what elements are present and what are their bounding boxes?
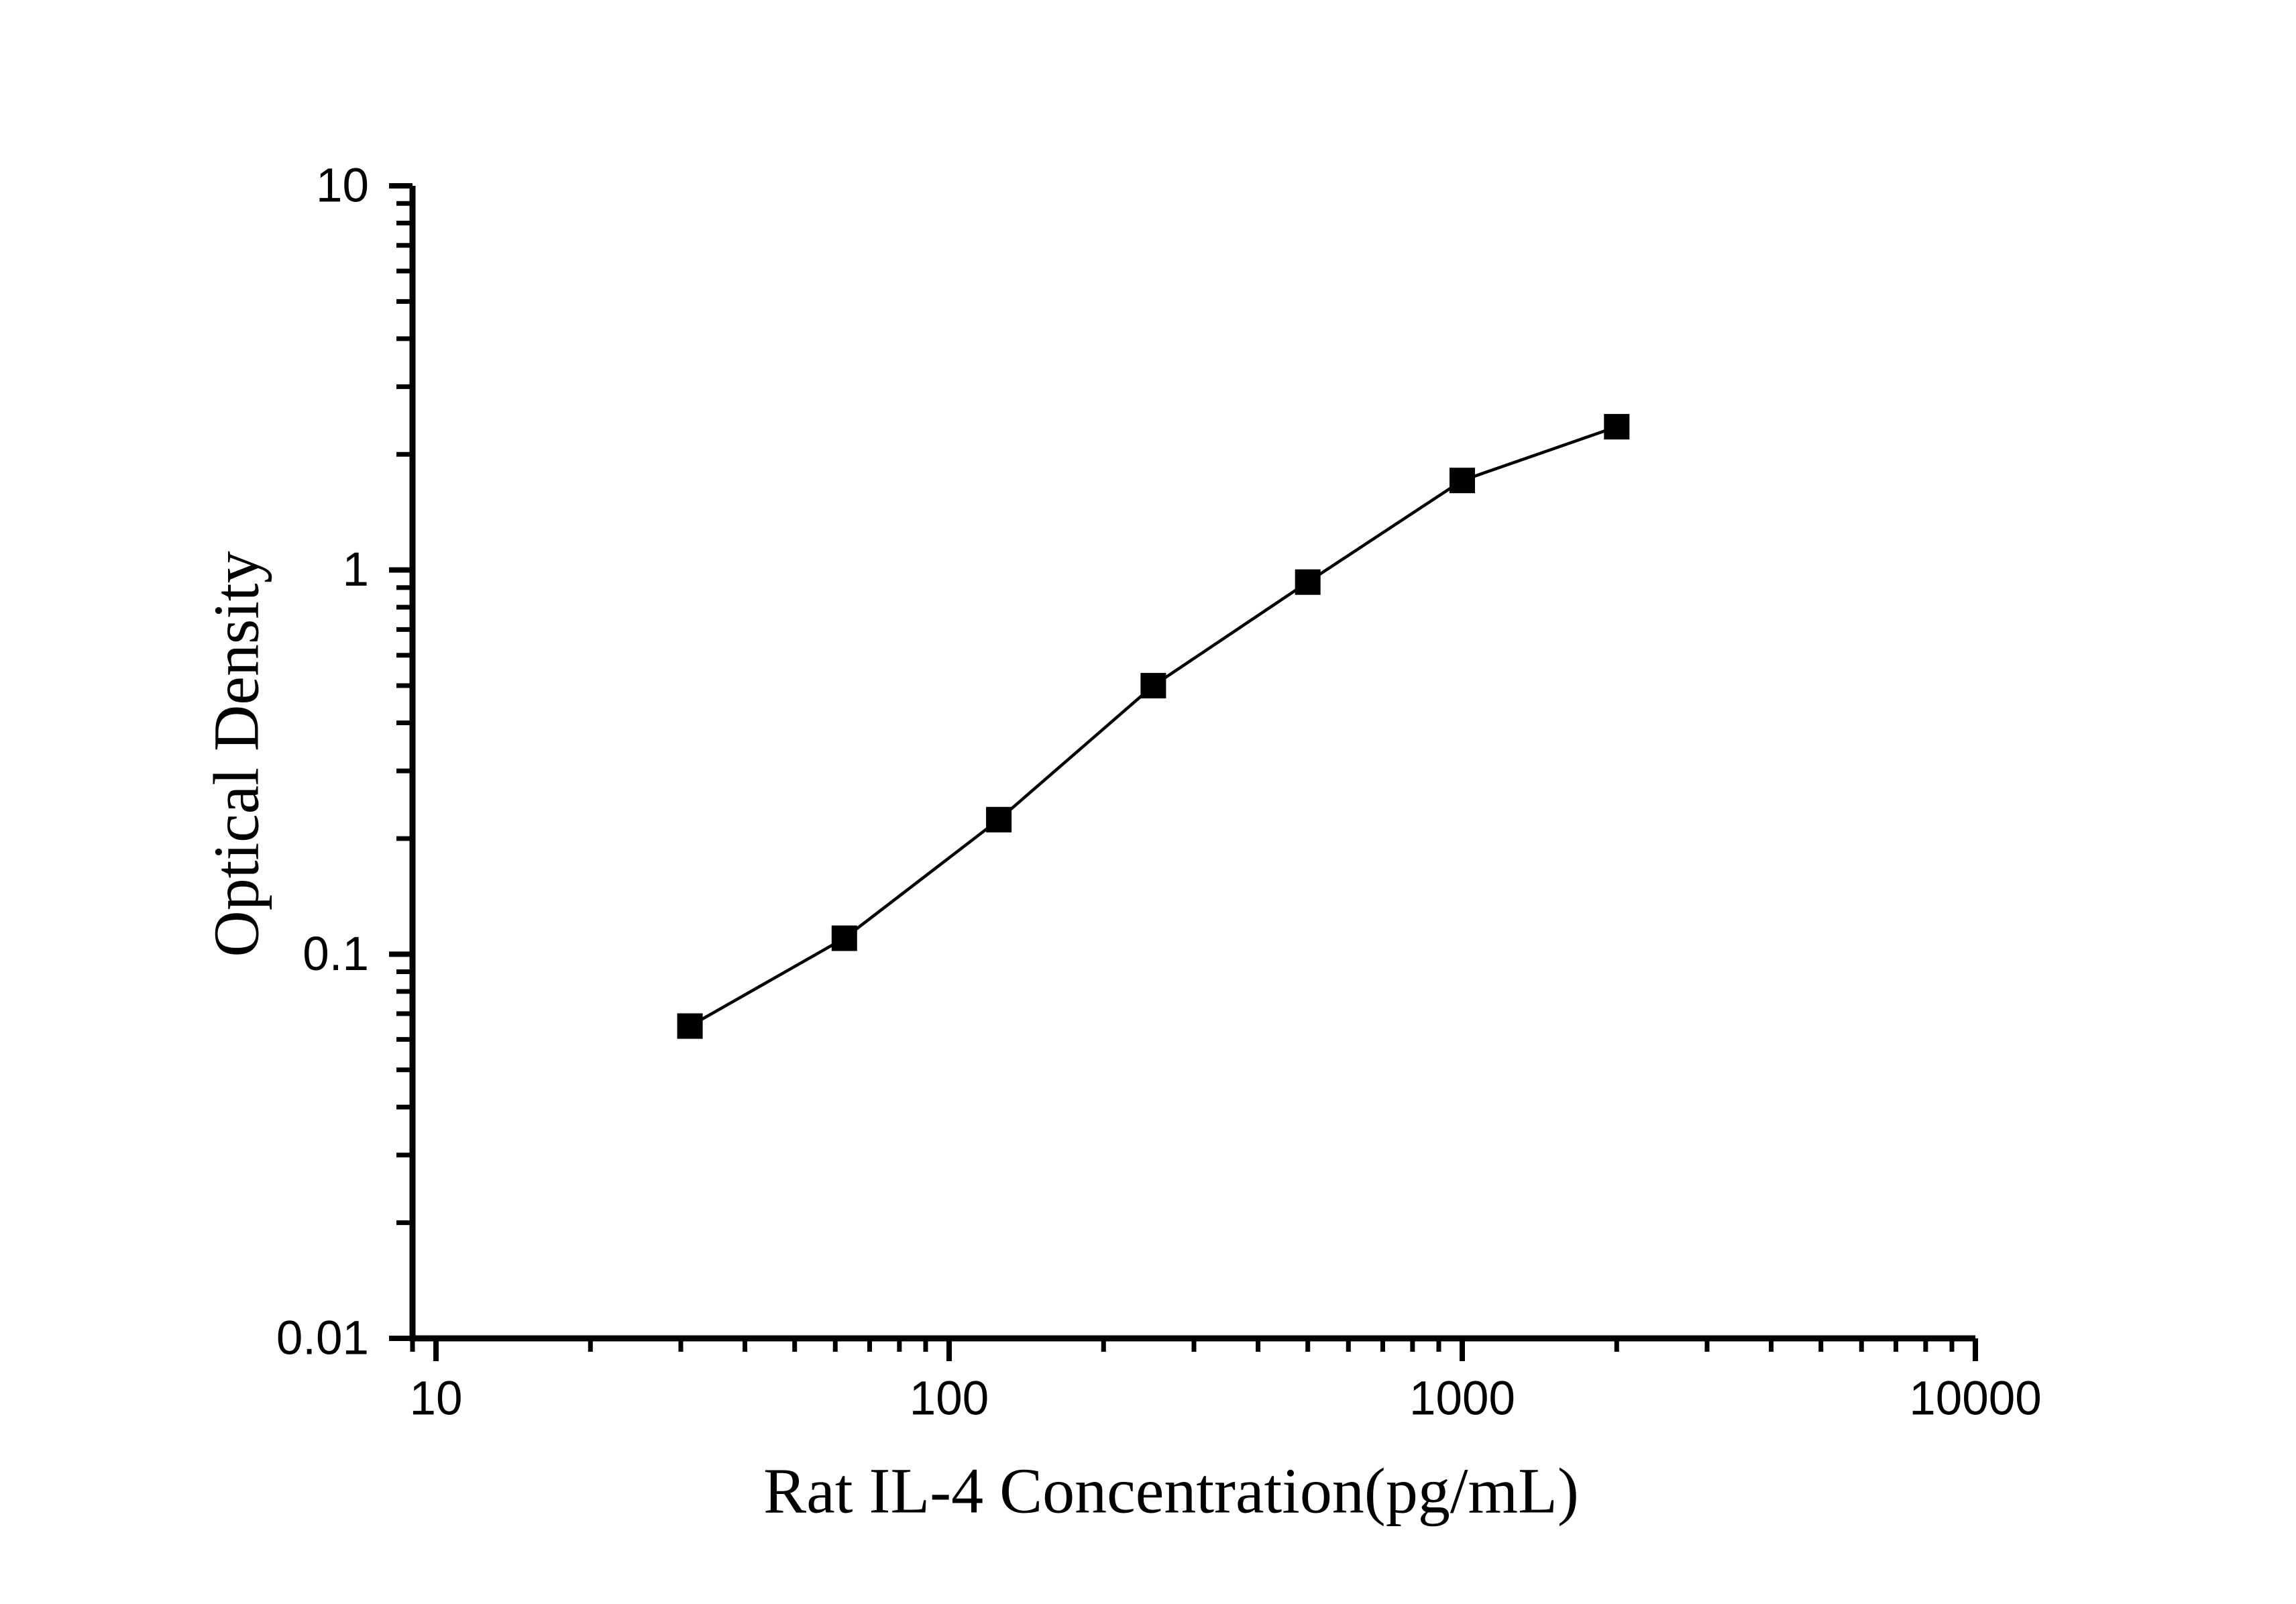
standard-curve-line (689, 425, 1618, 1028)
x-tick-label: 1000 (1409, 1373, 1515, 1426)
x-axis-title: Rat IL-4 Concentration(pg/mL) (763, 1455, 1579, 1527)
data-point-marker (1450, 468, 1475, 494)
x-tick-label: 10000 (1909, 1373, 2041, 1426)
x-tick-label: 10 (410, 1373, 463, 1426)
data-point-marker (1140, 673, 1166, 699)
y-tick-label: 10 (316, 160, 369, 213)
data-point-marker (1604, 414, 1630, 440)
y-tick-label: 0.1 (303, 928, 369, 981)
data-series (677, 414, 1630, 1039)
y-tick-label: 1 (343, 543, 370, 596)
y-axis-major-ticks (389, 183, 413, 1341)
y-axis-title: Optical Density (201, 551, 272, 957)
x-axis-tick-labels: 10 100 1000 10000 (410, 1373, 2042, 1426)
y-tick-label: 0.01 (276, 1312, 369, 1365)
data-point-marker (986, 806, 1012, 833)
x-axis-major-ticks (433, 1338, 1978, 1361)
axes-frame (409, 186, 1975, 1342)
data-point-marker (1295, 569, 1321, 595)
x-tick-label: 100 (910, 1373, 989, 1426)
data-point-marker (677, 1013, 703, 1039)
data-point-marker (831, 925, 857, 951)
y-axis-tick-labels: 10 1 0.1 0.01 (276, 160, 369, 1365)
